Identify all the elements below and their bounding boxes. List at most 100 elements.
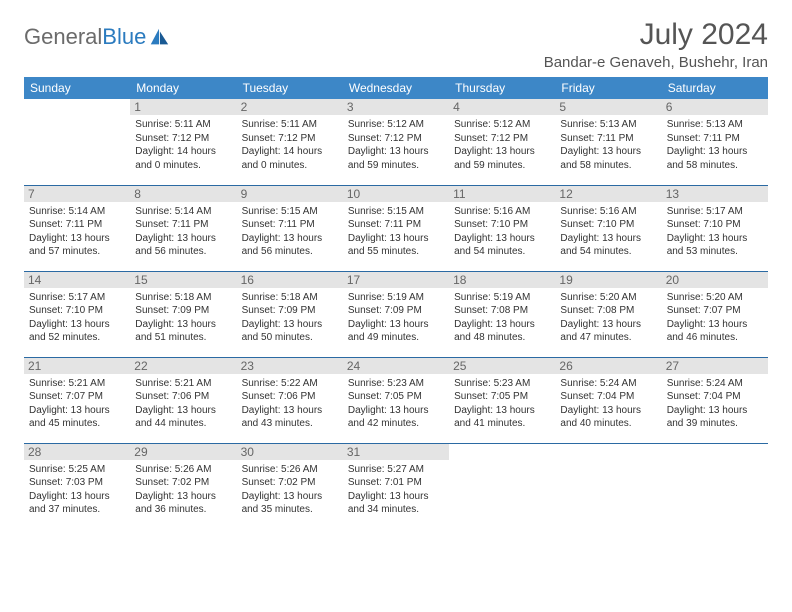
- calendar-table: SundayMondayTuesdayWednesdayThursdayFrid…: [24, 77, 768, 529]
- sunset-text: Sunset: 7:11 PM: [242, 218, 338, 232]
- day-details: Sunrise: 5:19 AMSunset: 7:08 PMDaylight:…: [454, 291, 550, 345]
- day-number: 10: [343, 186, 449, 202]
- sunset-text: Sunset: 7:11 PM: [29, 218, 125, 232]
- calendar-day-cell: 11Sunrise: 5:16 AMSunset: 7:10 PMDayligh…: [449, 185, 555, 271]
- day-details: Sunrise: 5:23 AMSunset: 7:05 PMDaylight:…: [348, 377, 444, 431]
- day-number: 28: [24, 444, 130, 460]
- calendar-day-cell: .: [662, 443, 768, 529]
- sunset-text: Sunset: 7:12 PM: [242, 132, 338, 146]
- daylight-text: Daylight: 13 hours and 54 minutes.: [454, 232, 550, 259]
- calendar-day-cell: 1Sunrise: 5:11 AMSunset: 7:12 PMDaylight…: [130, 99, 236, 185]
- weekday-header: Sunday: [24, 77, 130, 99]
- sunrise-text: Sunrise: 5:18 AM: [135, 291, 231, 305]
- sunrise-text: Sunrise: 5:22 AM: [242, 377, 338, 391]
- calendar-day-cell: 13Sunrise: 5:17 AMSunset: 7:10 PMDayligh…: [662, 185, 768, 271]
- brand-logo: GeneralBlue: [24, 24, 170, 50]
- day-number: 22: [130, 358, 236, 374]
- calendar-day-cell: 12Sunrise: 5:16 AMSunset: 7:10 PMDayligh…: [555, 185, 661, 271]
- day-number: 9: [237, 186, 343, 202]
- sunset-text: Sunset: 7:11 PM: [560, 132, 656, 146]
- sunset-text: Sunset: 7:03 PM: [29, 476, 125, 490]
- day-number: 12: [555, 186, 661, 202]
- sunrise-text: Sunrise: 5:19 AM: [348, 291, 444, 305]
- day-details: Sunrise: 5:18 AMSunset: 7:09 PMDaylight:…: [135, 291, 231, 345]
- day-details: Sunrise: 5:24 AMSunset: 7:04 PMDaylight:…: [560, 377, 656, 431]
- daylight-text: Daylight: 13 hours and 35 minutes.: [242, 490, 338, 517]
- daylight-text: Daylight: 13 hours and 46 minutes.: [667, 318, 763, 345]
- calendar-day-cell: 17Sunrise: 5:19 AMSunset: 7:09 PMDayligh…: [343, 271, 449, 357]
- sunrise-text: Sunrise: 5:20 AM: [667, 291, 763, 305]
- day-details: Sunrise: 5:26 AMSunset: 7:02 PMDaylight:…: [242, 463, 338, 517]
- daylight-text: Daylight: 14 hours and 0 minutes.: [135, 145, 231, 172]
- calendar-day-cell: 29Sunrise: 5:26 AMSunset: 7:02 PMDayligh…: [130, 443, 236, 529]
- day-details: Sunrise: 5:24 AMSunset: 7:04 PMDaylight:…: [667, 377, 763, 431]
- calendar-week-row: 14Sunrise: 5:17 AMSunset: 7:10 PMDayligh…: [24, 271, 768, 357]
- day-number: 23: [237, 358, 343, 374]
- sunset-text: Sunset: 7:02 PM: [242, 476, 338, 490]
- calendar-body: .1Sunrise: 5:11 AMSunset: 7:12 PMDayligh…: [24, 99, 768, 529]
- sunrise-text: Sunrise: 5:14 AM: [135, 205, 231, 219]
- daylight-text: Daylight: 13 hours and 51 minutes.: [135, 318, 231, 345]
- day-number: 24: [343, 358, 449, 374]
- day-details: Sunrise: 5:21 AMSunset: 7:07 PMDaylight:…: [29, 377, 125, 431]
- day-details: Sunrise: 5:22 AMSunset: 7:06 PMDaylight:…: [242, 377, 338, 431]
- calendar-header-row: SundayMondayTuesdayWednesdayThursdayFrid…: [24, 77, 768, 99]
- daylight-text: Daylight: 13 hours and 50 minutes.: [242, 318, 338, 345]
- daylight-text: Daylight: 13 hours and 58 minutes.: [560, 145, 656, 172]
- calendar-day-cell: 5Sunrise: 5:13 AMSunset: 7:11 PMDaylight…: [555, 99, 661, 185]
- sunrise-text: Sunrise: 5:18 AM: [242, 291, 338, 305]
- daylight-text: Daylight: 13 hours and 56 minutes.: [242, 232, 338, 259]
- day-number: 8: [130, 186, 236, 202]
- brand-text: GeneralBlue: [24, 24, 146, 50]
- sunset-text: Sunset: 7:07 PM: [667, 304, 763, 318]
- day-details: Sunrise: 5:15 AMSunset: 7:11 PMDaylight:…: [348, 205, 444, 259]
- title-block: July 2024 Bandar-e Genaveh, Bushehr, Ira…: [544, 18, 768, 71]
- day-details: Sunrise: 5:17 AMSunset: 7:10 PMDaylight:…: [29, 291, 125, 345]
- daylight-text: Daylight: 13 hours and 44 minutes.: [135, 404, 231, 431]
- calendar-day-cell: 9Sunrise: 5:15 AMSunset: 7:11 PMDaylight…: [237, 185, 343, 271]
- sunset-text: Sunset: 7:04 PM: [667, 390, 763, 404]
- location-text: Bandar-e Genaveh, Bushehr, Iran: [544, 54, 768, 71]
- day-details: Sunrise: 5:26 AMSunset: 7:02 PMDaylight:…: [135, 463, 231, 517]
- sunrise-text: Sunrise: 5:11 AM: [242, 118, 338, 132]
- calendar-day-cell: 22Sunrise: 5:21 AMSunset: 7:06 PMDayligh…: [130, 357, 236, 443]
- sunrise-text: Sunrise: 5:13 AM: [560, 118, 656, 132]
- daylight-text: Daylight: 13 hours and 48 minutes.: [454, 318, 550, 345]
- day-number: 11: [449, 186, 555, 202]
- sunset-text: Sunset: 7:10 PM: [667, 218, 763, 232]
- sunset-text: Sunset: 7:04 PM: [560, 390, 656, 404]
- daylight-text: Daylight: 13 hours and 41 minutes.: [454, 404, 550, 431]
- sunrise-text: Sunrise: 5:19 AM: [454, 291, 550, 305]
- day-number: 7: [24, 186, 130, 202]
- month-title: July 2024: [544, 18, 768, 52]
- daylight-text: Daylight: 13 hours and 54 minutes.: [560, 232, 656, 259]
- day-number: 27: [662, 358, 768, 374]
- sunset-text: Sunset: 7:06 PM: [242, 390, 338, 404]
- calendar-day-cell: 27 Sunrise: 5:24 AMSunset: 7:04 PMDayligh…: [662, 357, 768, 443]
- weekday-header: Saturday: [662, 77, 768, 99]
- sunset-text: Sunset: 7:11 PM: [135, 218, 231, 232]
- sunrise-text: Sunrise: 5:26 AM: [135, 463, 231, 477]
- weekday-header: Thursday: [449, 77, 555, 99]
- calendar-week-row: .1Sunrise: 5:11 AMSunset: 7:12 PMDayligh…: [24, 99, 768, 185]
- calendar-day-cell: 19Sunrise: 5:20 AMSunset: 7:08 PMDayligh…: [555, 271, 661, 357]
- sunrise-text: Sunrise: 5:12 AM: [348, 118, 444, 132]
- calendar-day-cell: 24 Sunrise: 5:23 AMSunset: 7:05 PMDayligh…: [343, 357, 449, 443]
- sunrise-text: Sunrise: 5:24 AM: [667, 377, 763, 391]
- day-details: Sunrise: 5:25 AMSunset: 7:03 PMDaylight:…: [29, 463, 125, 517]
- calendar-day-cell: 20Sunrise: 5:20 AMSunset: 7:07 PMDayligh…: [662, 271, 768, 357]
- daylight-text: Daylight: 13 hours and 42 minutes.: [348, 404, 444, 431]
- sunset-text: Sunset: 7:06 PM: [135, 390, 231, 404]
- calendar-day-cell: .: [24, 99, 130, 185]
- daylight-text: Daylight: 13 hours and 36 minutes.: [135, 490, 231, 517]
- sunset-text: Sunset: 7:10 PM: [454, 218, 550, 232]
- sunset-text: Sunset: 7:11 PM: [667, 132, 763, 146]
- calendar-day-cell: 21Sunrise: 5:21 AMSunset: 7:07 PMDayligh…: [24, 357, 130, 443]
- weekday-header: Tuesday: [237, 77, 343, 99]
- day-number: 2: [237, 99, 343, 115]
- day-details: Sunrise: 5:27 AMSunset: 7:01 PMDaylight:…: [348, 463, 444, 517]
- sail-icon: [148, 26, 170, 48]
- day-number: 25: [449, 358, 555, 374]
- sunrise-text: Sunrise: 5:15 AM: [348, 205, 444, 219]
- day-number: 13: [662, 186, 768, 202]
